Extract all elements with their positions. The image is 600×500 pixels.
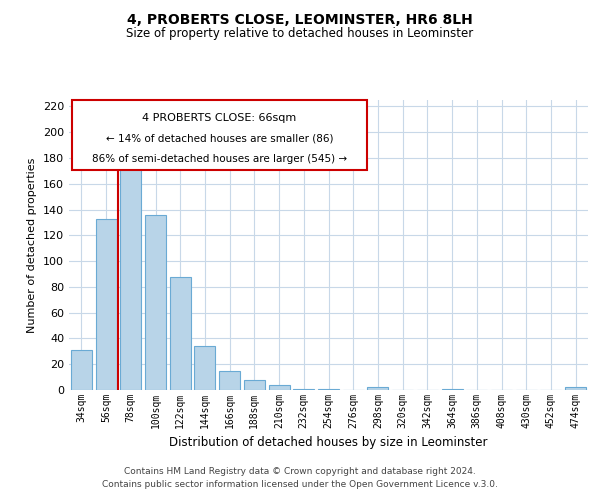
Text: ← 14% of detached houses are smaller (86): ← 14% of detached houses are smaller (86… — [106, 134, 333, 143]
Bar — [95, 218, 116, 390]
Bar — [293, 388, 314, 390]
X-axis label: Distribution of detached houses by size in Leominster: Distribution of detached houses by size … — [169, 436, 488, 450]
Bar — [71, 350, 92, 390]
Text: Size of property relative to detached houses in Leominster: Size of property relative to detached ho… — [127, 28, 473, 40]
Bar — [442, 388, 463, 390]
Bar — [244, 380, 265, 390]
Text: Contains public sector information licensed under the Open Government Licence v.: Contains public sector information licen… — [102, 480, 498, 489]
Text: 4, PROBERTS CLOSE, LEOMINSTER, HR6 8LH: 4, PROBERTS CLOSE, LEOMINSTER, HR6 8LH — [127, 12, 473, 26]
Text: Contains HM Land Registry data © Crown copyright and database right 2024.: Contains HM Land Registry data © Crown c… — [124, 467, 476, 476]
Bar — [120, 167, 141, 390]
Bar — [170, 276, 191, 390]
Bar — [219, 370, 240, 390]
Y-axis label: Number of detached properties: Number of detached properties — [28, 158, 37, 332]
Text: 4 PROBERTS CLOSE: 66sqm: 4 PROBERTS CLOSE: 66sqm — [142, 113, 296, 123]
Text: 86% of semi-detached houses are larger (545) →: 86% of semi-detached houses are larger (… — [92, 154, 347, 164]
Bar — [145, 214, 166, 390]
Bar — [269, 385, 290, 390]
FancyBboxPatch shape — [71, 100, 367, 170]
Bar — [367, 388, 388, 390]
Bar — [318, 388, 339, 390]
Bar — [194, 346, 215, 390]
Bar — [565, 388, 586, 390]
